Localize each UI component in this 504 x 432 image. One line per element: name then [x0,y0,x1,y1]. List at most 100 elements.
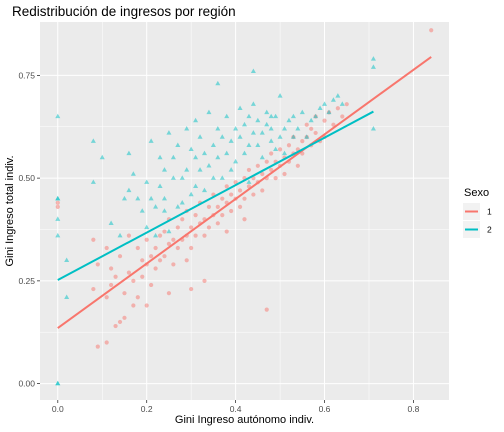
fit-lines [57,56,432,329]
series-2-point [370,126,376,131]
series-1-point [175,245,180,251]
series-2-point [255,142,261,147]
series-1-point [309,126,314,131]
series-2-point [295,126,301,131]
series-2-point [148,138,154,143]
y-tick-label: 0.00 [18,379,35,389]
series-1-point [166,241,172,246]
series-2-point [299,109,305,115]
series-1-point [117,254,123,259]
series-2-point [224,113,230,119]
series-2-point [246,179,252,184]
series-1-point [229,192,234,197]
plot-panel [40,22,449,400]
series-1-point [189,286,194,292]
series-1-point [126,270,132,275]
series-2-point [139,208,145,213]
series-1-point [95,344,100,349]
series-1-point [251,192,256,197]
series-2-point [277,93,283,98]
y-axis-title: Gini Ingreso total indiv. [4,155,16,266]
series-1-point [122,291,127,296]
series-2-point [277,134,283,139]
series-2-point [268,113,274,119]
series-1-point [264,159,269,164]
y-axis-ticks: 0.00 0.25 0.50 0.75 [18,70,40,389]
series-2-point [268,138,274,143]
legend-title: Sexo [464,187,489,199]
series-1-point [220,213,225,218]
series-2-point [161,167,167,172]
series-1-point [246,167,252,173]
series-2-point [193,117,199,123]
series-2-point [317,105,323,110]
series-2-point [210,175,216,180]
series-2-point [175,204,181,209]
series-1-point [300,139,305,144]
series-2-point [153,232,159,238]
series-1-point [171,262,176,267]
x-tick-label: 0.2 [141,404,153,414]
series-2-point [148,195,154,201]
series-2-point [170,154,176,160]
chart-title: Redistribución de ingresos por región [12,4,236,19]
series-2-point [250,101,256,106]
series-2-point [233,126,239,131]
series-2-point [135,195,141,201]
series-2-point [64,294,70,299]
series-2-point [55,232,61,238]
series-2-point [90,179,96,184]
series-1-point [269,167,274,173]
series-2-point [144,179,150,184]
fit-line-2 [57,110,374,281]
series-2-point [188,146,194,152]
series-1-point [264,307,269,312]
series-2-point [370,56,376,61]
series-1-point [215,221,220,226]
series-1-point [131,278,136,283]
series-1-point [117,319,123,325]
series-2-point [326,109,332,115]
series-2-point [55,195,61,201]
series-1-point [153,245,158,251]
series-1-point [91,237,96,242]
series-1-point [255,163,260,168]
series-1-point [233,180,238,185]
series-1-point [166,291,172,296]
series-2-point [273,146,279,152]
series-1-point [429,28,434,33]
series-1-point [224,184,229,189]
series-2-point [259,154,265,160]
series-2-point [290,134,296,139]
series-2-point [197,134,203,139]
legend: Sexo 1 2 [463,187,492,238]
series-2-point [206,163,212,168]
legend-label-2: 2 [487,225,492,235]
series-1-point [340,114,345,119]
y-tick-label: 0.50 [18,173,35,183]
series-1-point [335,106,340,111]
x-axis-ticks: 0.0 0.2 0.4 0.6 0.8 [52,400,420,414]
series-2-point [246,113,252,119]
series-2-point [370,64,376,69]
series-2-point [259,130,265,135]
series-1-point [322,118,327,123]
series-1-point [140,258,145,263]
series-2-point [117,232,123,238]
series-2-point [175,142,181,147]
series-1-point [242,217,247,222]
series-2-point [233,158,239,164]
series-1-point [162,229,167,234]
series-2-point [241,150,248,156]
series-2-point [228,138,234,143]
series-1-point [91,286,96,292]
series-2-point [157,154,163,160]
series-1-point [157,233,163,238]
series-1-point [260,188,265,193]
series-2-point [268,126,274,131]
series-1-point [184,258,189,263]
series-2-point [215,154,221,160]
series-1-point [95,262,100,267]
series-2-point [264,121,270,127]
